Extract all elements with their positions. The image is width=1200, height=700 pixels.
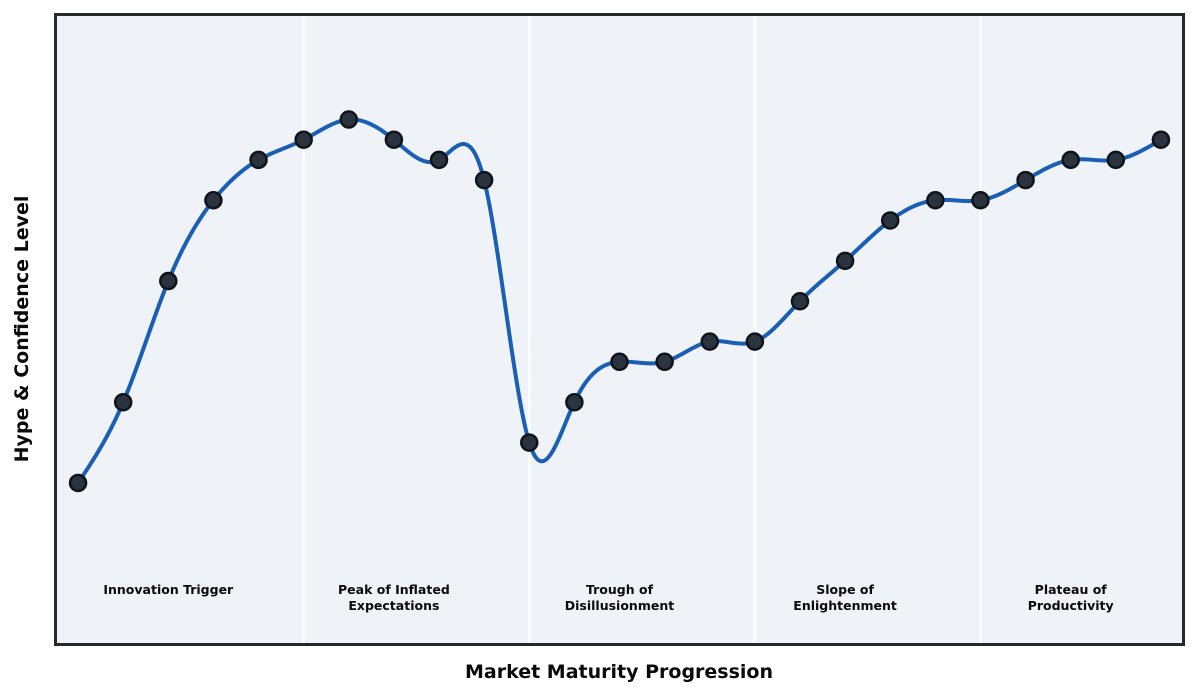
data-point: [384, 130, 404, 149]
data-point: [204, 191, 223, 210]
data-point: [1106, 150, 1126, 170]
plot-background: [55, 14, 1184, 645]
data-point: [294, 130, 313, 149]
phase-label-slope-of-enlightenment: Slope of Enlightenment: [793, 582, 897, 613]
data-point: [835, 251, 855, 271]
x-axis-label: Market Maturity Progression: [464, 661, 774, 683]
phase-label-innovation-trigger: Innovation Trigger: [103, 582, 234, 597]
data-point: [429, 150, 449, 170]
data-point: [339, 110, 359, 129]
data-point: [790, 291, 810, 311]
phase-label-peak-of-inflated-expectations: Peak of Inflated Expectations: [338, 582, 450, 613]
data-point: [880, 211, 900, 230]
data-point: [113, 392, 133, 412]
data-point: [1061, 150, 1080, 170]
data-point: [68, 473, 88, 493]
data-point: [971, 191, 990, 210]
data-point: [1016, 170, 1035, 190]
data-point: [745, 332, 765, 351]
data-point: [926, 191, 945, 210]
data-point: [474, 170, 494, 190]
phase-label-plateau-of-productivity: Plateau of Productivity: [1028, 582, 1114, 613]
data-point: [159, 271, 178, 291]
data-point: [700, 332, 719, 351]
phase-label-trough-of-disillusionment: Trough of Disillusionment: [565, 582, 674, 613]
plot-frame: [54, 13, 1185, 646]
data-point: [565, 392, 584, 412]
data-point: [610, 352, 629, 372]
y-axis-label: Hype & Confidence Level: [11, 195, 33, 463]
data-point: [1151, 130, 1171, 149]
data-point: [655, 352, 674, 372]
data-point: [520, 433, 539, 452]
data-point: [249, 150, 268, 170]
